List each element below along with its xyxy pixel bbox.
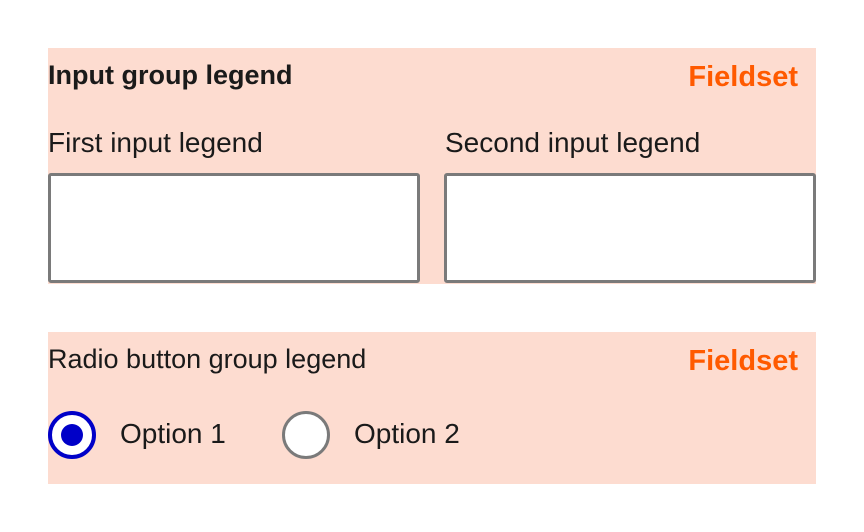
input-group-legend: Input group legend: [48, 60, 293, 90]
radio-group-fieldset: Radio button group legend Fieldset Optio…: [48, 332, 816, 484]
radio-option-2-label[interactable]: Option 2: [354, 418, 460, 449]
fieldset-tag: Fieldset: [688, 61, 798, 93]
radio-group-legend: Radio button group legend: [48, 344, 367, 374]
second-input-legend: Second input legend: [445, 127, 701, 158]
input-group-fieldset: Input group legend Fieldset First input …: [48, 48, 816, 284]
first-input-field[interactable]: [48, 173, 420, 283]
fieldset-tag: Fieldset: [688, 345, 798, 377]
radio-option-1[interactable]: [48, 411, 96, 459]
first-input-legend: First input legend: [48, 127, 263, 158]
radio-option-1-label[interactable]: Option 1: [120, 418, 226, 449]
radio-option-2[interactable]: [282, 411, 330, 459]
second-input-field[interactable]: [444, 173, 816, 283]
